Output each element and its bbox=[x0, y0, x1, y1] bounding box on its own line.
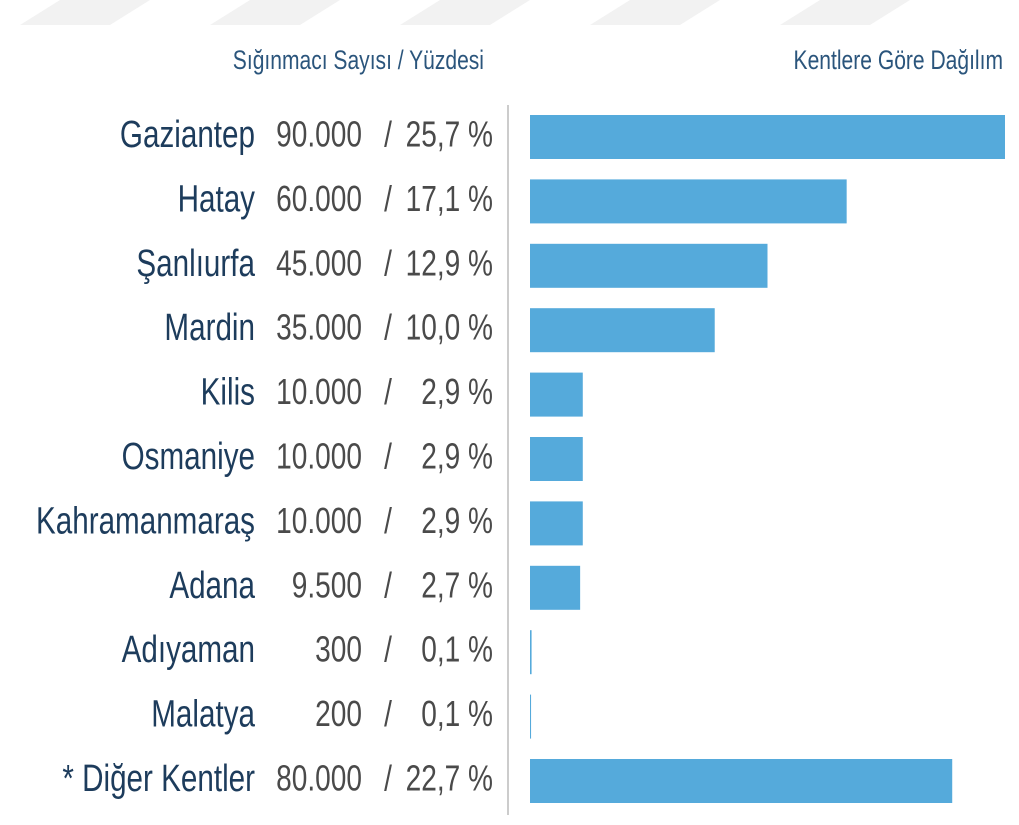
count-header: Sığınmacı Sayısı / Yüzdesi bbox=[233, 46, 484, 76]
separator: / bbox=[384, 243, 392, 283]
separator: / bbox=[384, 436, 392, 476]
percentage-label: 2,9 % bbox=[421, 436, 493, 476]
separator: / bbox=[384, 629, 392, 669]
category-label: Adana bbox=[169, 564, 255, 606]
percentage-label: 17,1 % bbox=[406, 179, 493, 219]
bar bbox=[530, 115, 1005, 159]
separator: / bbox=[384, 694, 392, 734]
bar bbox=[530, 243, 768, 288]
category-label: * Diğer Kentler bbox=[62, 758, 255, 800]
percentage-label: 2,9 % bbox=[421, 501, 493, 541]
bar bbox=[530, 308, 715, 353]
count-label: 60.000 bbox=[276, 179, 362, 219]
count-label: 90.000 bbox=[276, 114, 362, 154]
category-label: Malatya bbox=[151, 693, 255, 735]
category-label: Kilis bbox=[201, 371, 255, 413]
bar bbox=[530, 179, 847, 224]
separator: / bbox=[384, 565, 392, 605]
count-label: 10.000 bbox=[276, 501, 362, 541]
count-label: 10.000 bbox=[276, 436, 362, 476]
bar bbox=[530, 372, 583, 417]
percentage-label: 0,1 % bbox=[421, 629, 493, 669]
category-label: Kahramanmaraş bbox=[36, 500, 255, 542]
separator: / bbox=[384, 114, 392, 154]
category-label: Hatay bbox=[178, 178, 255, 220]
percentage-label: 22,7 % bbox=[406, 758, 493, 798]
separator: / bbox=[384, 179, 392, 219]
category-label: Şanlıurfa bbox=[136, 242, 255, 284]
separator: / bbox=[384, 758, 392, 798]
percentage-label: 10,0 % bbox=[406, 307, 493, 347]
category-label: Osmaniye bbox=[122, 436, 255, 478]
category-label: Gaziantep bbox=[120, 114, 255, 156]
percentage-label: 2,7 % bbox=[421, 565, 493, 605]
bar bbox=[530, 565, 581, 610]
count-label: 300 bbox=[315, 629, 362, 669]
count-label: 200 bbox=[315, 694, 362, 734]
count-label: 9.500 bbox=[292, 565, 362, 605]
bar-header: Kentlere Göre Dağılım bbox=[794, 46, 1003, 76]
bar bbox=[530, 759, 953, 803]
bar bbox=[530, 630, 532, 675]
percentage-label: 25,7 % bbox=[406, 114, 493, 154]
count-label: 45.000 bbox=[276, 243, 362, 283]
percentage-label: 12,9 % bbox=[406, 243, 493, 283]
percentage-label: 2,9 % bbox=[421, 372, 493, 412]
count-label: 10.000 bbox=[276, 372, 362, 412]
percentage-label: 0,1 % bbox=[421, 694, 493, 734]
watermark bbox=[20, 0, 910, 25]
bar bbox=[530, 501, 583, 546]
separator: / bbox=[384, 307, 392, 347]
separator: / bbox=[384, 501, 392, 541]
category-label: Mardin bbox=[164, 307, 255, 349]
count-label: 35.000 bbox=[276, 307, 362, 347]
bar bbox=[530, 694, 532, 739]
separator: / bbox=[384, 372, 392, 412]
bar bbox=[530, 437, 583, 481]
category-label: Adıyaman bbox=[122, 629, 255, 671]
count-label: 80.000 bbox=[276, 758, 362, 798]
